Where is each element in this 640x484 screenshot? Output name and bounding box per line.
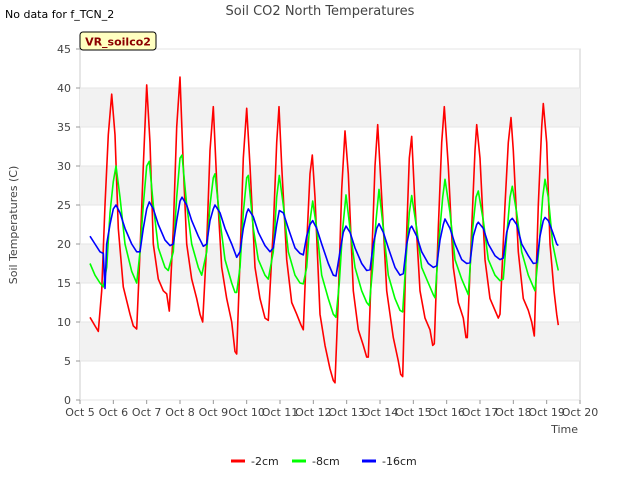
grid-band bbox=[80, 322, 580, 361]
legend-label: -8cm bbox=[312, 455, 340, 468]
x-tick-label: Oct 14 bbox=[362, 406, 399, 419]
legend-item: -16cm bbox=[362, 455, 417, 468]
y-tick-label: 0 bbox=[64, 394, 71, 407]
y-tick-label: 15 bbox=[57, 277, 71, 290]
x-tick-label: Oct 13 bbox=[328, 406, 365, 419]
x-tick-label: Oct 9 bbox=[199, 406, 229, 419]
series-line-8cmcm bbox=[89, 154, 560, 319]
x-tick-label: Oct 8 bbox=[165, 406, 195, 419]
legend-item: -2cm bbox=[231, 455, 279, 468]
y-axis-label: Soil Temperatures (C) bbox=[7, 166, 20, 285]
x-tick-label: Oct 16 bbox=[428, 406, 465, 419]
chart-title: Soil CO2 North Temperatures bbox=[226, 4, 415, 19]
grid-band bbox=[80, 88, 580, 127]
badge-label: VR_soilco2 bbox=[85, 36, 151, 49]
series-line-16cmcm bbox=[89, 196, 559, 290]
series-lines bbox=[89, 76, 560, 384]
x-tick-label: Oct 7 bbox=[132, 406, 162, 419]
legend-label: -16cm bbox=[382, 455, 417, 468]
badge: VR_soilco2 bbox=[79, 31, 157, 51]
y-tick-label: 35 bbox=[57, 121, 71, 134]
y-tick-label: 5 bbox=[64, 355, 71, 368]
x-tick-label: Oct 20 bbox=[562, 406, 599, 419]
y-tick-label: 40 bbox=[57, 82, 71, 95]
x-axis-label: Time bbox=[550, 423, 578, 436]
y-tick-label: 10 bbox=[57, 316, 71, 329]
x-tick-label: Oct 18 bbox=[495, 406, 532, 419]
y-tick-label: 45 bbox=[57, 43, 71, 56]
x-tick-label: Oct 5 bbox=[65, 406, 95, 419]
no-data-note: No data for f_TCN_2 bbox=[5, 8, 114, 21]
legend-item: -8cm bbox=[292, 455, 340, 468]
series-line-2cmcm bbox=[89, 76, 560, 384]
x-tick-label: Oct 17 bbox=[462, 406, 499, 419]
x-tick-label: Oct 6 bbox=[99, 406, 129, 419]
y-tick-label: 20 bbox=[57, 238, 71, 251]
grid-band bbox=[80, 166, 580, 205]
badge-box bbox=[79, 31, 157, 51]
x-tick-label: Oct 12 bbox=[295, 406, 332, 419]
y-tick-label: 25 bbox=[57, 199, 71, 212]
y-tick-label: 30 bbox=[57, 160, 71, 173]
x-tick-label: Oct 19 bbox=[528, 406, 565, 419]
y-axis-ticks: 0 5 10 15 20 25 30 35 40 45 bbox=[57, 43, 80, 407]
legend: -2cm -8cm -16cm bbox=[231, 455, 417, 468]
x-tick-label: Oct 15 bbox=[395, 406, 432, 419]
x-tick-label: Oct 11 bbox=[262, 406, 299, 419]
x-tick-label: Oct 10 bbox=[228, 406, 265, 419]
legend-label: -2cm bbox=[251, 455, 279, 468]
